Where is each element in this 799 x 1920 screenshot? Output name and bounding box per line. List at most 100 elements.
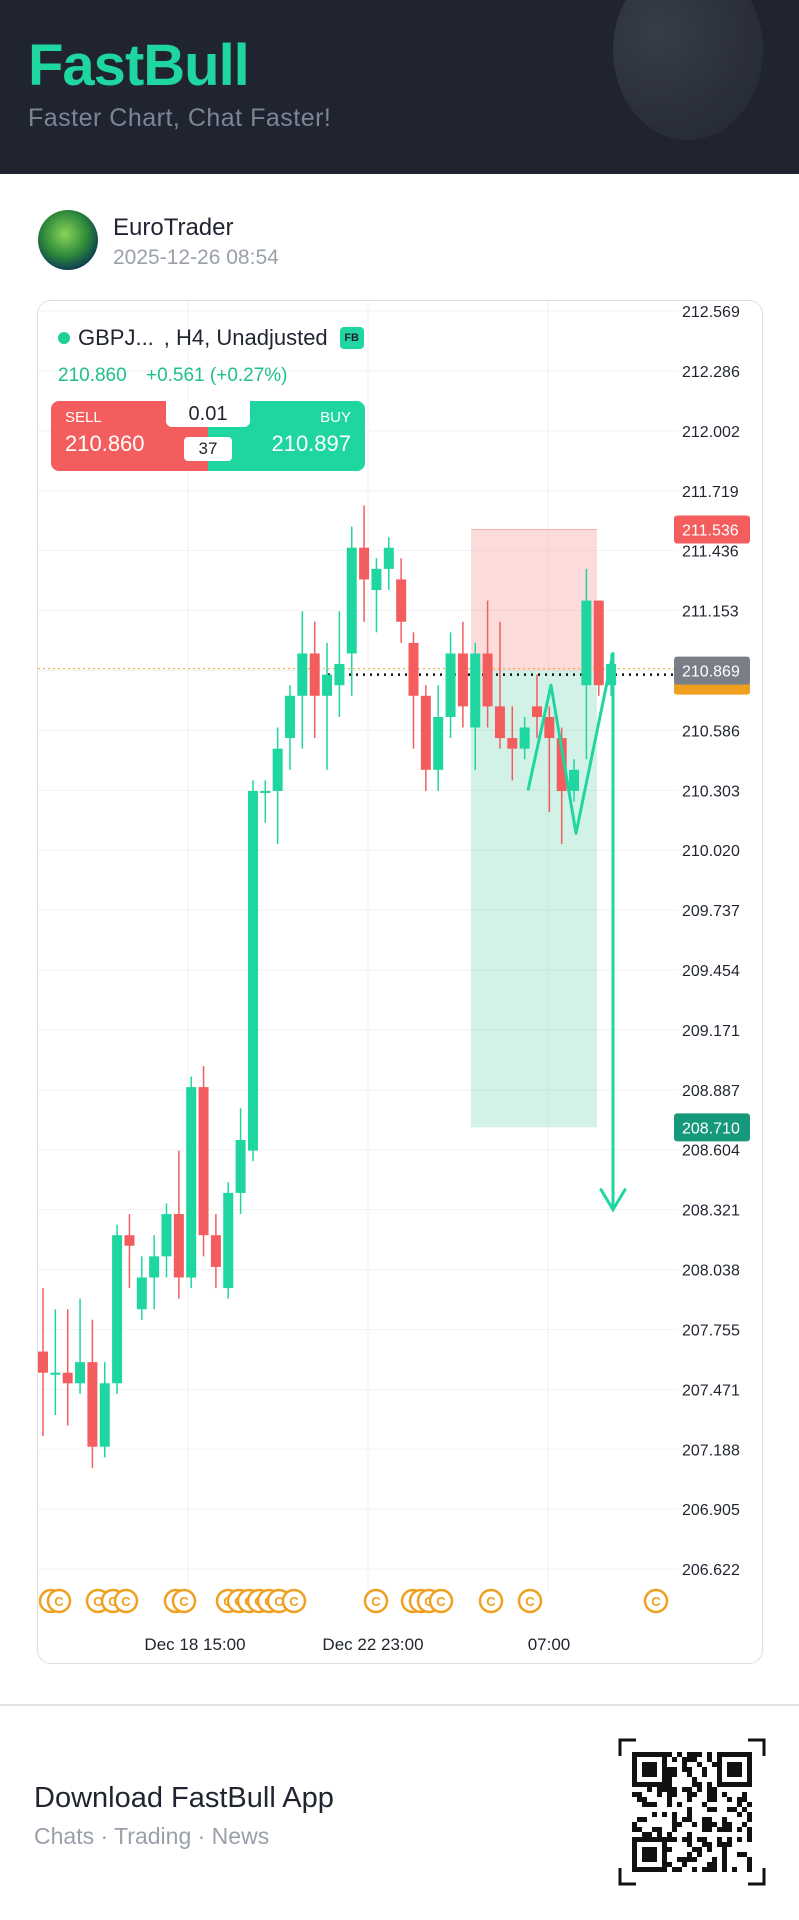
- qr-module: [702, 1837, 707, 1842]
- qr-module: [737, 1797, 742, 1802]
- avatar[interactable]: [38, 210, 98, 270]
- qr-module: [667, 1797, 672, 1802]
- qr-module: [732, 1867, 737, 1872]
- qr-module: [642, 1797, 647, 1802]
- qr-module: [742, 1807, 747, 1812]
- brand-logo: FastBull: [28, 33, 250, 98]
- event-marker-icon: [517, 1588, 543, 1614]
- qr-module: [682, 1857, 687, 1862]
- qr-module: [742, 1822, 747, 1827]
- qr-module: [712, 1762, 717, 1767]
- qr-module: [737, 1852, 742, 1857]
- qr-module: [737, 1802, 742, 1807]
- qr-module: [687, 1807, 692, 1812]
- qr-module: [672, 1817, 677, 1822]
- candle-bull: [247, 790, 258, 1151]
- take-profit-label-bg: [674, 1113, 750, 1142]
- event-marker-icon: [46, 1588, 72, 1614]
- qr-module: [652, 1827, 657, 1832]
- qr-code[interactable]: [618, 1738, 766, 1886]
- candle-bear: [62, 1372, 73, 1384]
- qr-module: [667, 1752, 672, 1757]
- symbol-name[interactable]: GBPJ...: [78, 325, 154, 350]
- candle-bear: [408, 642, 419, 696]
- qr-module: [632, 1792, 637, 1797]
- qr-module: [737, 1837, 742, 1842]
- qr-module: [667, 1787, 672, 1792]
- qr-module: [707, 1867, 712, 1872]
- qr-module: [747, 1837, 752, 1842]
- qr-module: [667, 1847, 672, 1852]
- y-tick-label: 210.586: [682, 723, 740, 740]
- post-timestamp: 2025-12-26 08:54: [113, 246, 279, 269]
- stop-loss-label-bg: [674, 515, 750, 544]
- brand-tagline: Faster Chart, Chat Faster!: [28, 104, 332, 132]
- candle-bear: [309, 653, 320, 696]
- candle-bull: [606, 664, 617, 686]
- qr-module: [687, 1842, 692, 1847]
- candle-bear: [556, 738, 567, 791]
- qr-module: [732, 1807, 737, 1812]
- qr-module: [722, 1862, 727, 1867]
- qr-module: [747, 1802, 752, 1807]
- y-tick-label: 211.719: [682, 484, 739, 501]
- take-profit-label: 208.710: [682, 1120, 740, 1137]
- candle-bull: [260, 790, 271, 793]
- qr-module: [667, 1782, 672, 1787]
- qr-module: [747, 1827, 752, 1832]
- candle-bear: [210, 1235, 221, 1267]
- qr-module: [742, 1852, 747, 1857]
- qr-module: [692, 1757, 697, 1762]
- qr-finder: [642, 1762, 657, 1777]
- candle-bear: [457, 653, 468, 707]
- sell-button[interactable]: SELL 210.860: [51, 401, 208, 471]
- y-tick-label: 209.737: [682, 903, 740, 920]
- qr-module: [687, 1837, 692, 1842]
- candle-bear: [173, 1214, 184, 1278]
- price-chart[interactable]: 212.569 212.286 212.002 211.719 211.436 211.1…: [38, 301, 763, 1664]
- download-title[interactable]: Download FastBull App: [34, 1782, 334, 1814]
- chart-card[interactable]: 212.569 212.286 212.002 211.719 211.436 211.1…: [37, 300, 763, 1664]
- event-marker-icon: [281, 1588, 307, 1614]
- qr-module: [652, 1812, 657, 1817]
- qr-module: [682, 1817, 687, 1822]
- y-tick-label: 206.905: [682, 1502, 740, 1519]
- candle-bull: [519, 727, 530, 749]
- candle-bear: [494, 706, 505, 739]
- qr-module: [712, 1792, 717, 1797]
- candle-bull: [371, 568, 382, 591]
- qr-module: [712, 1807, 717, 1812]
- qr-module: [727, 1822, 732, 1827]
- qr-module: [712, 1822, 717, 1827]
- qr-module: [707, 1807, 712, 1812]
- qr-module: [687, 1817, 692, 1822]
- candle-bull: [445, 653, 456, 717]
- qr-module: [722, 1817, 727, 1822]
- qr-module: [737, 1812, 742, 1817]
- qr-module: [632, 1827, 637, 1832]
- candle-bull: [297, 653, 308, 696]
- event-marker-glyph: C: [371, 1594, 381, 1609]
- qr-module: [707, 1847, 712, 1852]
- lot-size-input[interactable]: 0.01: [166, 401, 250, 427]
- qr-module: [697, 1847, 702, 1852]
- buy-label: BUY: [320, 409, 351, 426]
- qr-module: [707, 1787, 712, 1792]
- y-tick-label: 210.020: [682, 843, 740, 860]
- qr-corner: [618, 1738, 636, 1756]
- qr-module: [717, 1827, 722, 1832]
- author-name[interactable]: EuroTrader: [113, 214, 234, 241]
- qr-module: [722, 1867, 727, 1872]
- x-tick-label: Dec 22 23:00: [322, 1635, 423, 1654]
- event-marker-icon: [643, 1588, 669, 1614]
- y-tick-label: 208.321: [682, 1203, 740, 1220]
- forecast-arrow-icon: [599, 1188, 627, 1213]
- qr-module: [712, 1787, 717, 1792]
- qr-module: [702, 1817, 707, 1822]
- qr-module: [672, 1767, 677, 1772]
- qr-module: [687, 1832, 692, 1837]
- qr-module: [677, 1867, 682, 1872]
- qr-module: [722, 1857, 727, 1862]
- qr-module: [707, 1752, 712, 1757]
- qr-module: [727, 1842, 732, 1847]
